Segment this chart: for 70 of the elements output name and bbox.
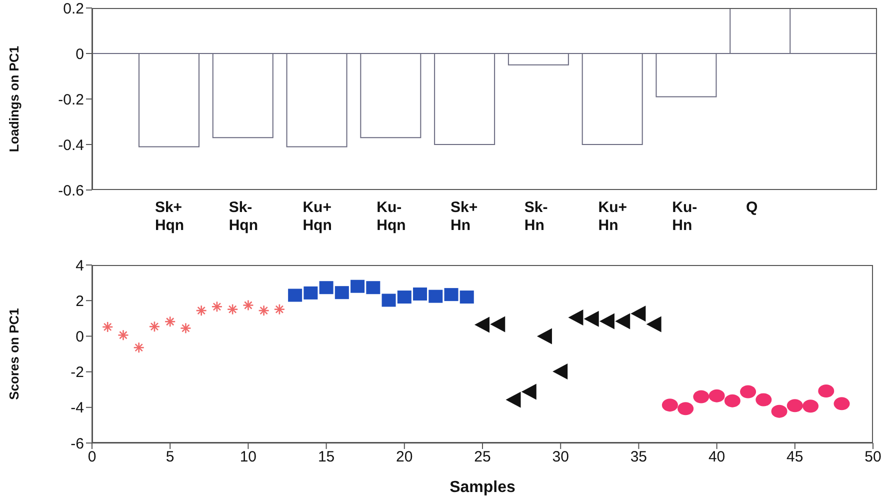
y-tick-label: -0.4	[58, 136, 84, 154]
x-tick-label: 45	[786, 448, 804, 466]
point	[662, 398, 678, 412]
point	[771, 404, 788, 418]
point	[599, 313, 614, 330]
y-tick-label: 0.2	[63, 0, 84, 18]
point	[304, 286, 318, 300]
point	[552, 363, 568, 380]
point	[460, 290, 474, 304]
point	[397, 290, 412, 304]
x-tick-label: Sk- Hn	[524, 199, 548, 234]
point	[568, 310, 584, 326]
y-tick-label: 0	[76, 46, 84, 63]
y-tick-label: -6	[70, 435, 84, 452]
y-tick-label: -0.6	[58, 182, 84, 200]
point	[444, 288, 458, 302]
point	[834, 397, 850, 410]
point	[756, 393, 772, 406]
point	[506, 392, 521, 408]
y-tick-label: -4	[70, 400, 84, 417]
y-axis-title: Loadings on PC1	[6, 46, 22, 152]
point	[584, 310, 599, 327]
x-tick-label: 10	[240, 448, 257, 466]
point	[521, 384, 536, 400]
point	[678, 402, 694, 416]
x-tick-label: 30	[552, 448, 569, 466]
x-tick-label: Q	[746, 199, 758, 216]
point	[382, 294, 396, 307]
point	[490, 316, 506, 332]
x-tick-label: Sk- Hqn	[228, 199, 258, 234]
y-axis-title: Scores on PC1	[6, 308, 22, 400]
x-tick-label: Ku+ Hqn	[302, 199, 332, 234]
point	[474, 316, 490, 333]
y-tick-label: 2	[76, 292, 84, 310]
x-tick-label: Ku+ Hn	[598, 199, 628, 234]
point	[693, 390, 710, 404]
point	[724, 394, 740, 408]
x-tick-label: 35	[630, 448, 648, 466]
point	[818, 384, 834, 398]
point	[288, 288, 302, 302]
x-tick-label: 5	[166, 448, 174, 466]
point	[428, 290, 443, 303]
point	[708, 389, 725, 402]
point	[334, 286, 349, 300]
x-tick-label: 15	[318, 448, 335, 466]
point	[413, 288, 428, 301]
x-tick-label: Sk+ Hn	[450, 199, 478, 234]
x-tick-label: Sk+ Hqn	[154, 199, 184, 234]
point	[786, 399, 803, 412]
point	[740, 385, 756, 398]
x-axis-title: Samples	[450, 479, 516, 496]
point	[536, 328, 552, 344]
point	[630, 306, 646, 322]
y-tick-label: -2	[70, 364, 84, 382]
x-tick-label: 20	[396, 448, 413, 466]
x-tick-label: Ku- Hqn	[376, 199, 406, 234]
x-tick-label: Ku- Hn	[672, 199, 698, 234]
point	[802, 400, 819, 413]
point	[350, 280, 365, 293]
y-tick-label: 0	[76, 328, 84, 346]
point	[366, 281, 380, 294]
y-tick-label: -0.2	[58, 91, 84, 108]
y-tick-label: 4	[76, 257, 84, 274]
x-tick-label: 40	[708, 448, 726, 466]
point	[615, 313, 630, 330]
x-tick-label: 0	[88, 448, 96, 466]
x-tick-label: 50	[864, 448, 882, 466]
point	[646, 316, 662, 332]
point	[319, 281, 334, 294]
x-tick-label: 25	[474, 448, 491, 466]
